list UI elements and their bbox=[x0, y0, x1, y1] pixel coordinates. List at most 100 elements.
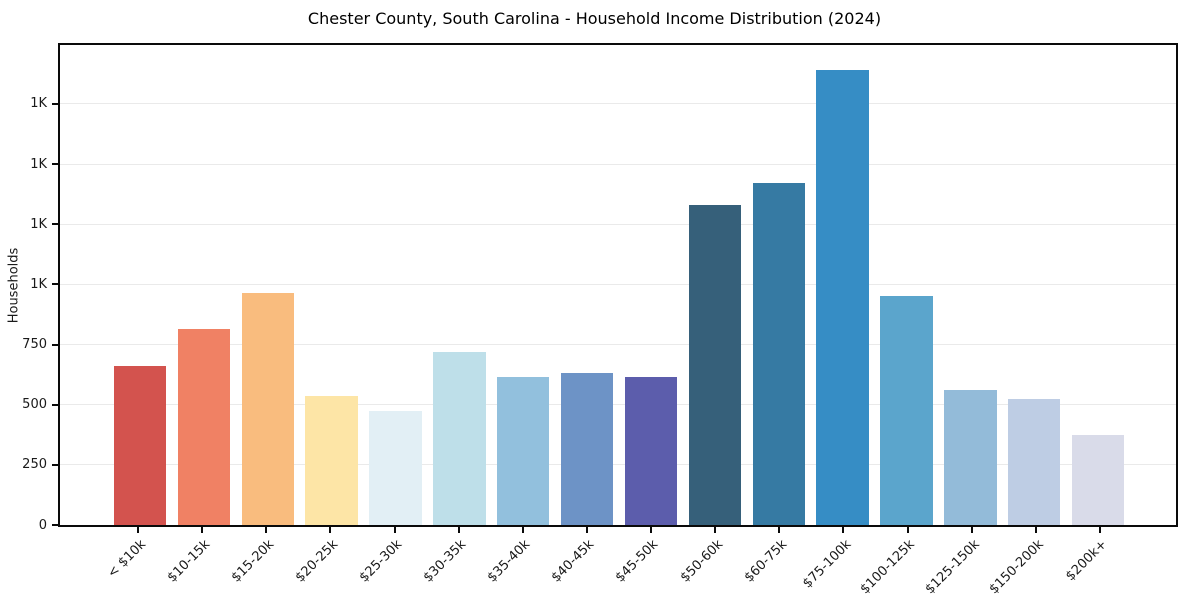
x-tick-mark bbox=[650, 527, 653, 533]
x-axis-slot: $25-30k bbox=[357, 527, 427, 590]
x-tick-label: $45-50k bbox=[613, 537, 662, 586]
y-tick-label: 1K bbox=[30, 276, 47, 292]
x-tick-mark bbox=[457, 527, 460, 533]
bar bbox=[688, 205, 741, 525]
bars-container bbox=[60, 45, 1176, 525]
gridline bbox=[60, 103, 1176, 105]
y-tick-mark bbox=[52, 223, 58, 226]
x-axis-slot: $15-20k bbox=[228, 527, 298, 590]
bar-slot bbox=[555, 45, 619, 525]
x-tick-mark bbox=[137, 527, 140, 533]
bar-slot bbox=[811, 45, 875, 525]
x-tick-label: $20-25k bbox=[292, 537, 342, 586]
x-axis-slot: $45-50k bbox=[613, 527, 683, 590]
x-axis-slot: $100-125k bbox=[858, 527, 940, 597]
bar bbox=[305, 396, 358, 525]
x-axis-slot: < $10k bbox=[105, 527, 170, 590]
bar bbox=[624, 377, 678, 525]
x-tick-label: $35-40k bbox=[484, 537, 534, 586]
y-tick-mark bbox=[52, 163, 58, 166]
bar-slot bbox=[938, 45, 1002, 525]
gridline bbox=[60, 223, 1176, 225]
bar bbox=[816, 70, 869, 525]
bar bbox=[944, 390, 997, 525]
y-tick-label: 1K bbox=[30, 216, 47, 232]
x-tick-mark bbox=[970, 527, 973, 533]
bar bbox=[177, 328, 230, 525]
bar-slot bbox=[619, 45, 683, 525]
y-axis: 0 250 500 750 1K 1K 1K 1K bbox=[0, 43, 58, 533]
x-axis-slot: $10-15k bbox=[164, 527, 234, 590]
bar-slot bbox=[300, 45, 364, 525]
gridline bbox=[60, 163, 1176, 165]
y-tick-mark bbox=[52, 524, 58, 526]
bar bbox=[880, 296, 933, 525]
bar-slot bbox=[1066, 45, 1130, 525]
plot-area bbox=[58, 43, 1178, 527]
y-tick-mark bbox=[52, 343, 58, 346]
y-tick-mark bbox=[52, 403, 58, 406]
x-tick-mark bbox=[906, 527, 909, 533]
bar-slot bbox=[427, 45, 491, 525]
y-tick-mark bbox=[52, 463, 58, 466]
bar bbox=[560, 373, 614, 525]
bar bbox=[113, 366, 167, 525]
x-axis-slot: $30-35k bbox=[421, 527, 491, 590]
x-axis-slot: $35-40k bbox=[485, 527, 555, 590]
x-tick-mark bbox=[714, 527, 717, 533]
x-axis-slot: $20-25k bbox=[293, 527, 362, 590]
chart-title: Chester County, South Carolina - Househo… bbox=[307, 9, 882, 28]
x-tick-mark bbox=[393, 527, 396, 533]
x-tick-mark bbox=[521, 527, 524, 533]
x-tick-label: $10-15k bbox=[164, 537, 213, 586]
bar-slot bbox=[683, 45, 747, 525]
bar bbox=[752, 183, 805, 525]
x-axis-slot: $200k+ bbox=[1064, 527, 1132, 590]
gridline bbox=[60, 283, 1176, 285]
x-tick-label: $200k+ bbox=[1063, 537, 1111, 585]
x-tick-mark bbox=[1098, 527, 1101, 533]
bar-slot bbox=[875, 45, 939, 525]
y-tick-label: 500 bbox=[22, 397, 47, 413]
y-tick-mark bbox=[52, 102, 58, 105]
bar bbox=[497, 377, 550, 525]
bar bbox=[1071, 434, 1125, 525]
x-axis-slot: $125-150k bbox=[922, 527, 1004, 597]
bar bbox=[241, 292, 294, 525]
x-tick-label: $30-35k bbox=[420, 537, 470, 586]
x-tick-mark bbox=[201, 527, 204, 533]
x-axis-slot: $150-200k bbox=[986, 527, 1068, 597]
bar-slot bbox=[236, 45, 300, 525]
y-tick-mark bbox=[52, 283, 58, 286]
x-axis-slot: $50-60k bbox=[677, 527, 747, 590]
bar bbox=[369, 410, 422, 525]
x-tick-mark bbox=[265, 527, 268, 533]
bar-slot bbox=[108, 45, 172, 525]
x-tick-mark bbox=[329, 527, 332, 533]
gridline bbox=[60, 464, 1176, 466]
x-tick-mark bbox=[585, 527, 588, 533]
x-axis-slot: $75-100k bbox=[800, 527, 875, 591]
x-axis-slot: $40-45k bbox=[549, 527, 619, 590]
x-axis-slot: $60-75k bbox=[741, 527, 811, 590]
bar-slot bbox=[172, 45, 236, 525]
y-tick-label: 750 bbox=[22, 337, 47, 353]
bar-slot bbox=[747, 45, 811, 525]
x-tick-label: $40-45k bbox=[549, 537, 598, 586]
bar-slot bbox=[364, 45, 428, 525]
gridline bbox=[60, 344, 1176, 346]
y-tick-label: 250 bbox=[22, 457, 47, 473]
y-tick-label: 0 bbox=[38, 517, 47, 533]
bar-slot bbox=[1002, 45, 1066, 525]
x-tick-label: $60-75k bbox=[741, 537, 790, 586]
x-tick-label: $25-30k bbox=[356, 537, 406, 586]
y-tick-label: 1K bbox=[30, 156, 47, 172]
x-tick-label: $15-20k bbox=[228, 537, 277, 586]
x-tick-mark bbox=[1034, 527, 1037, 533]
x-tick-label: $50-60k bbox=[677, 537, 726, 586]
x-tick-mark bbox=[778, 527, 781, 533]
gridline bbox=[60, 404, 1176, 406]
bar-slot bbox=[491, 45, 555, 525]
bar bbox=[433, 351, 486, 525]
